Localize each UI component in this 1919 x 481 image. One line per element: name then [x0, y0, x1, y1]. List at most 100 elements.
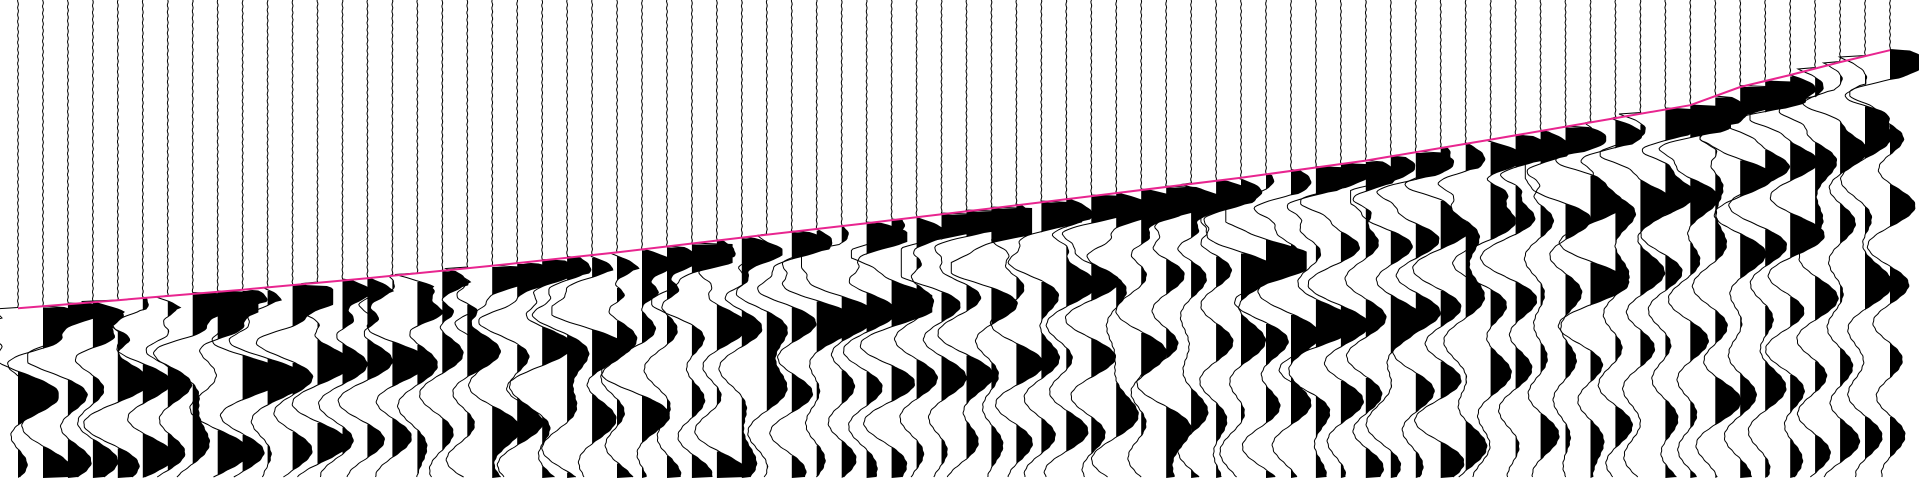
- trace-21-wiggle: [478, 0, 558, 478]
- trace-74-fill: [1840, 0, 1868, 464]
- first-break-pick-line: [17, 49, 1891, 310]
- trace-10-fill: [242, 0, 283, 473]
- trace-15-fill: [367, 0, 394, 459]
- trace-25-fill: [617, 1, 639, 478]
- trace-23-fill: [567, 4, 591, 478]
- trace-18-wiggle: [419, 0, 469, 478]
- trace-49-fill: [1216, 4, 1256, 478]
- trace-76-fill: [1890, 0, 1919, 458]
- trace-65-fill: [1615, 0, 1642, 449]
- trace-3-wiggle: [27, 0, 105, 478]
- trace-30-fill: [741, 1, 782, 478]
- trace-33-fill: [816, 0, 857, 477]
- trace-31-wiggle: [735, 0, 788, 478]
- trace-17-wiggle: [394, 0, 444, 478]
- trace-32-fill: [791, 3, 831, 478]
- trace-30-wiggle: [718, 0, 783, 478]
- trace-62-wiggle: [1523, 0, 1572, 478]
- trace-12-wiggle: [255, 0, 334, 478]
- trace-58-wiggle: [1404, 0, 1471, 478]
- first-break-picks: [17, 49, 1891, 310]
- trace-59-wiggle: [1437, 0, 1488, 478]
- trace-41-wiggle: [989, 0, 1045, 478]
- trace-47-fill: [1166, 0, 1207, 478]
- trace-5-fill: [117, 0, 150, 478]
- trace-17-fill: [417, 4, 443, 476]
- trace-43-wiggle: [1043, 0, 1097, 478]
- trace-58-fill: [1440, 4, 1470, 478]
- trace-41-fill: [1016, 4, 1044, 465]
- trace-39-fill: [966, 4, 1007, 461]
- trace-64-wiggle: [1555, 0, 1630, 478]
- trace-44-wiggle: [1061, 0, 1132, 478]
- trace-64-fill: [1590, 1, 1629, 478]
- trace-5-wiggle: [81, 0, 151, 478]
- trace-55-wiggle: [1344, 0, 1398, 478]
- trace-14-wiggle: [318, 0, 375, 478]
- trace-21-fill: [517, 0, 558, 446]
- trace-22-fill: [542, 1, 579, 478]
- trace-37-fill: [916, 0, 947, 470]
- trace-76-wiggle: [1849, 0, 1919, 478]
- trace-69-wiggle: [1691, 0, 1748, 478]
- trace-11-wiggle: [228, 0, 308, 478]
- trace-16-wiggle: [358, 0, 430, 478]
- trace-52-wiggle: [1253, 0, 1321, 478]
- trace-57-wiggle: [1376, 0, 1455, 478]
- trace-57-fill: [1415, 0, 1454, 478]
- trace-13-wiggle: [291, 0, 351, 478]
- trace-74-wiggle: [1802, 0, 1869, 478]
- trace-20-wiggle: [454, 0, 533, 478]
- trace-54-fill: [1340, 3, 1378, 478]
- trace-24-wiggle: [551, 0, 628, 478]
- trace-47-wiggle: [1136, 0, 1207, 478]
- trace-66-fill: [1640, 0, 1675, 423]
- trace-40-fill: [991, 1, 1032, 468]
- trace-48-fill: [1191, 0, 1232, 478]
- trace-42-fill: [1041, 0, 1082, 455]
- trace-10-wiggle: [211, 0, 284, 478]
- trace-55-fill: [1365, 1, 1398, 478]
- trace-63-wiggle: [1524, 0, 1607, 478]
- trace-69-fill: [1715, 3, 1747, 478]
- trace-16-fill: [392, 0, 429, 458]
- trace-13-fill: [317, 3, 351, 465]
- trace-71-fill: [1765, 0, 1806, 478]
- trace-59-fill: [1465, 0, 1487, 471]
- trace-46-wiggle: [1115, 0, 1182, 478]
- trace-29-wiggle: [694, 0, 749, 478]
- trace-72-wiggle: [1749, 0, 1825, 478]
- trace-11-fill: [267, 0, 308, 467]
- trace-27-wiggle: [643, 0, 702, 477]
- trace-73-wiggle: [1778, 0, 1839, 478]
- trace-15-wiggle: [337, 0, 395, 478]
- trace-50-wiggle: [1200, 0, 1278, 478]
- trace-49-wiggle: [1199, 0, 1257, 478]
- trace-20-fill: [492, 4, 533, 478]
- trace-19-fill: [467, 1, 501, 438]
- trace-24-fill: [592, 4, 627, 444]
- trace-7-fill: [167, 0, 192, 471]
- trace-26-fill: [642, 0, 678, 478]
- trace-4-fill: [92, 1, 125, 478]
- trace-70-fill: [1740, 3, 1781, 478]
- trace-14-fill: [342, 0, 374, 455]
- trace-46-fill: [1141, 0, 1182, 478]
- trace-9-fill: [217, 0, 258, 476]
- trace-53-wiggle: [1278, 0, 1357, 478]
- trace-7-wiggle: [145, 0, 193, 478]
- trace-25-wiggle: [600, 0, 640, 478]
- trace-40-wiggle: [950, 0, 1033, 478]
- trace-18-fill: [442, 1, 469, 452]
- trace-60-wiggle: [1452, 0, 1526, 478]
- trace-51-wiggle: [1225, 0, 1307, 478]
- trace-70-wiggle: [1699, 0, 1781, 478]
- trace-1-fill: [18, 3, 59, 478]
- trace-50-fill: [1241, 3, 1278, 423]
- trace-45-fill: [1116, 0, 1157, 438]
- trace-38-wiggle: [900, 0, 983, 478]
- trace-22-wiggle: [506, 0, 579, 478]
- trace-1-wiggle: [0, 0, 59, 478]
